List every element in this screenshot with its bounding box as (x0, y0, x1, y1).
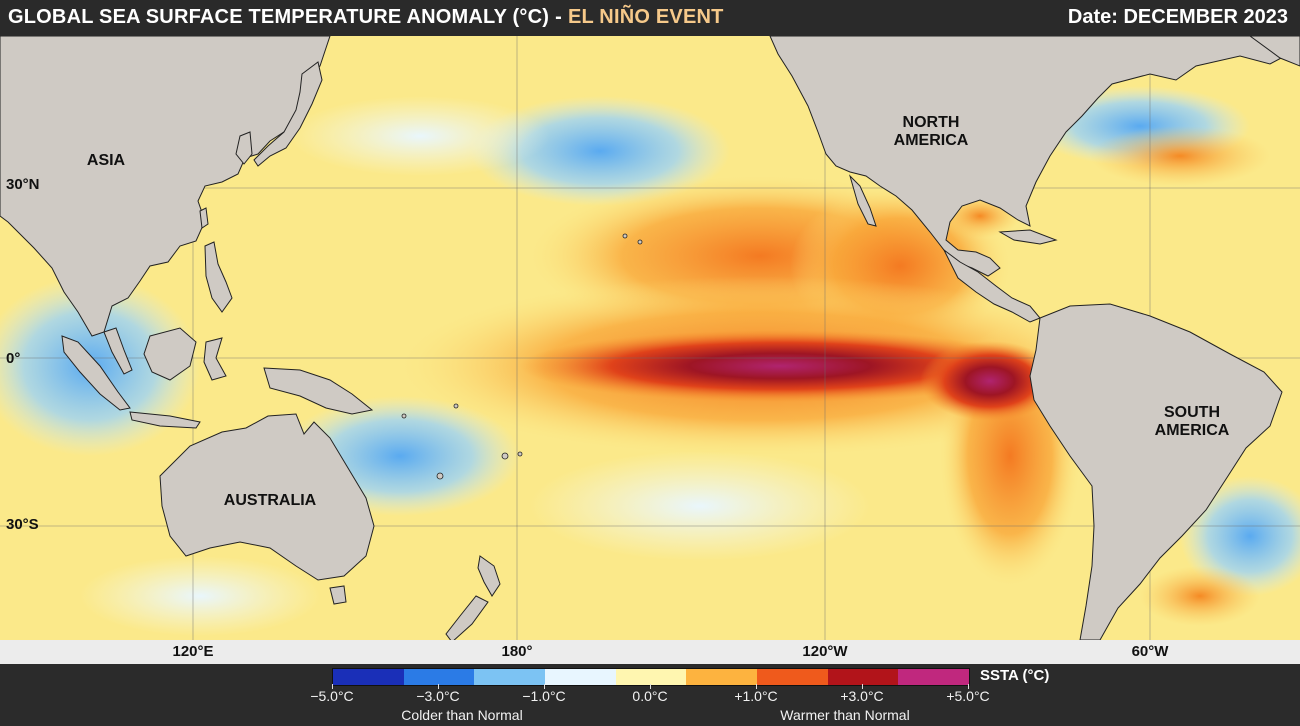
legend-tick-mark (968, 684, 969, 689)
legend-tick-mark (438, 684, 439, 689)
title-text: GLOBAL SEA SURFACE TEMPERATURE ANOMALY (… (8, 6, 550, 28)
pacific-islands (401, 233, 643, 480)
korea-landmass (235, 131, 253, 165)
color-scale-segment (474, 669, 546, 685)
legend-tick-mark (756, 684, 757, 689)
philippines-landmass (204, 241, 233, 313)
north-america-landmass (769, 36, 1300, 277)
island (436, 472, 444, 480)
region-label-north-america: NORTH AMERICA (894, 114, 969, 150)
island (637, 239, 643, 245)
malay-peninsula (103, 327, 133, 375)
title-separator: - (555, 6, 562, 28)
legend-unit: SSTA (°C) (980, 667, 1050, 684)
color-scale-segment (333, 669, 405, 685)
java-landmass (129, 411, 201, 429)
legend-tick-label: −5.0°C (310, 688, 354, 704)
legend-tick-label: −3.0°C (416, 688, 460, 704)
region-label-north: NORTH (902, 114, 960, 131)
cuba-landmass (998, 229, 1058, 245)
australia-landmass (159, 413, 375, 581)
legend-tick-label: 0.0°C (632, 688, 668, 704)
legend-tick-label: +5.0°C (946, 688, 990, 704)
landmasses (0, 36, 1300, 640)
new-zealand-north-landmass (477, 555, 501, 597)
legend-tick-label: +1.0°C (734, 688, 778, 704)
southern-ocean-pale-anomaly (80, 556, 320, 636)
tasmania-landmass (329, 585, 347, 605)
color-scale-segment (898, 669, 970, 685)
region-label-south-america: SOUTH AMERICA (1155, 404, 1230, 440)
region-label-asia: ASIA (86, 152, 126, 169)
south-america-landmass (1029, 303, 1283, 640)
south-atlantic-warm-anomaly (1140, 566, 1260, 626)
color-scale-segment (545, 669, 617, 685)
color-scale-segment (757, 669, 829, 685)
lon-label-60w: 60°W (1131, 643, 1169, 660)
taiwan-landmass (199, 207, 209, 229)
color-scale-segment (827, 669, 899, 685)
event-label: EL NIÑO EVENT (567, 6, 724, 28)
el-nino-core (520, 330, 1040, 402)
map-title: GLOBAL SEA SURFACE TEMPERATURE ANOMALY (… (8, 6, 724, 29)
legend-tick-mark (332, 684, 333, 689)
legend: SSTA (°C) −5.0°C −3.0°C −1.0°C 0.0°C +1.0°C +… (0, 664, 1300, 726)
lon-label-180: 180° (501, 643, 533, 660)
island (501, 452, 509, 460)
color-scale-segment (686, 669, 758, 685)
borneo-landmass (143, 327, 197, 381)
north-pacific-pale-anomaly (290, 96, 550, 176)
south-pacific-pale-anomaly (530, 451, 870, 561)
region-label-australia: AUSTRALIA (223, 492, 317, 509)
island (622, 233, 628, 239)
new-guinea-landmass (263, 367, 374, 415)
island (401, 413, 407, 419)
new-zealand-south-landmass (445, 595, 489, 640)
lon-label-120w: 120°W (802, 643, 848, 660)
lat-label-0: 0° (6, 350, 21, 367)
legend-tick-label: +3.0°C (840, 688, 884, 704)
color-scale-segment (615, 669, 687, 685)
legend-tick-label: −1.0°C (522, 688, 566, 704)
gulf-stream-warm-anomaly (1090, 126, 1270, 186)
lat-label-30n: 30°N (6, 176, 40, 193)
title-bar: GLOBAL SEA SURFACE TEMPERATURE ANOMALY (… (0, 0, 1300, 36)
japan-landmass (253, 61, 323, 167)
lat-label-30s: 30°S (6, 516, 39, 533)
sumatra-landmass (61, 335, 131, 411)
region-label-america-north: AMERICA (893, 132, 969, 149)
legend-tick-mark (650, 684, 651, 689)
el-nino-east-core (920, 341, 1060, 421)
island (453, 403, 459, 409)
south-atlantic-cold-anomaly (1180, 476, 1300, 596)
greenland-edge (1249, 36, 1300, 67)
longitude-bar: 120°E 180° 120°W 60°W (0, 640, 1300, 664)
region-label-america-south: AMERICA (1154, 422, 1230, 439)
baja-california (848, 174, 877, 227)
sulawesi-landmass (203, 337, 227, 381)
sst-anomaly-map: 30°N 0° 30°S ASIA NORTH AMERICA SOUTH AM… (0, 36, 1300, 640)
legend-tick-mark (544, 684, 545, 689)
color-scale-bar (332, 668, 970, 686)
region-label-south: SOUTH (1163, 404, 1220, 421)
island (517, 451, 523, 457)
legend-tick-mark (862, 684, 863, 689)
legend-warmer-label: Warmer than Normal (780, 707, 910, 723)
map-canvas (0, 36, 1300, 640)
legend-colder-label: Colder than Normal (401, 707, 523, 723)
color-scale-segment (403, 669, 475, 685)
date-label: Date: DECEMBER 2023 (1067, 6, 1288, 28)
lon-label-120e: 120°E (172, 643, 214, 660)
